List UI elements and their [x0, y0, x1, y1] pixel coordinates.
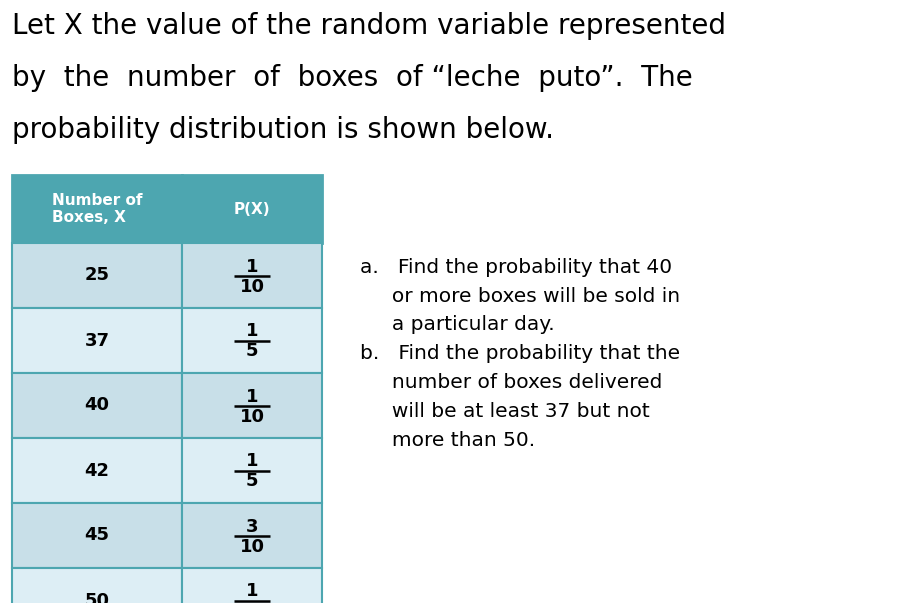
Text: by  the  number  of  boxes  of “leche  puto”.  The: by the number of boxes of “leche puto”. … — [12, 64, 692, 92]
Text: 10: 10 — [239, 537, 265, 555]
Text: 42: 42 — [85, 461, 109, 479]
FancyBboxPatch shape — [182, 503, 322, 568]
FancyBboxPatch shape — [12, 503, 182, 568]
Text: a.   Find the probability that 40
     or more boxes will be sold in
     a part: a. Find the probability that 40 or more … — [359, 258, 679, 449]
FancyBboxPatch shape — [182, 438, 322, 503]
Text: probability distribution is shown below.: probability distribution is shown below. — [12, 116, 553, 144]
FancyBboxPatch shape — [12, 243, 182, 308]
FancyBboxPatch shape — [182, 175, 322, 243]
Text: 1: 1 — [245, 257, 258, 276]
Text: 5: 5 — [245, 473, 258, 490]
FancyBboxPatch shape — [12, 373, 182, 438]
FancyBboxPatch shape — [12, 308, 182, 373]
FancyBboxPatch shape — [12, 175, 182, 243]
Text: 40: 40 — [85, 397, 109, 414]
Text: 10: 10 — [239, 408, 265, 426]
Text: 45: 45 — [85, 526, 109, 545]
FancyBboxPatch shape — [12, 568, 182, 603]
Text: Let X the value of the random variable represented: Let X the value of the random variable r… — [12, 12, 725, 40]
Text: 50: 50 — [85, 592, 109, 603]
Text: 1: 1 — [245, 452, 258, 470]
Text: 1: 1 — [245, 388, 258, 405]
Text: 1: 1 — [245, 323, 258, 341]
FancyBboxPatch shape — [182, 243, 322, 308]
Text: 25: 25 — [85, 267, 109, 285]
FancyBboxPatch shape — [12, 438, 182, 503]
FancyBboxPatch shape — [182, 308, 322, 373]
FancyBboxPatch shape — [182, 568, 322, 603]
Text: 1: 1 — [245, 582, 258, 601]
Text: Number of
Boxes, X: Number of Boxes, X — [51, 193, 142, 225]
FancyBboxPatch shape — [182, 373, 322, 438]
Text: P(X): P(X) — [233, 201, 270, 216]
Text: 10: 10 — [239, 277, 265, 295]
Text: 5: 5 — [245, 343, 258, 361]
Text: 3: 3 — [245, 517, 258, 535]
Text: 37: 37 — [85, 332, 109, 350]
